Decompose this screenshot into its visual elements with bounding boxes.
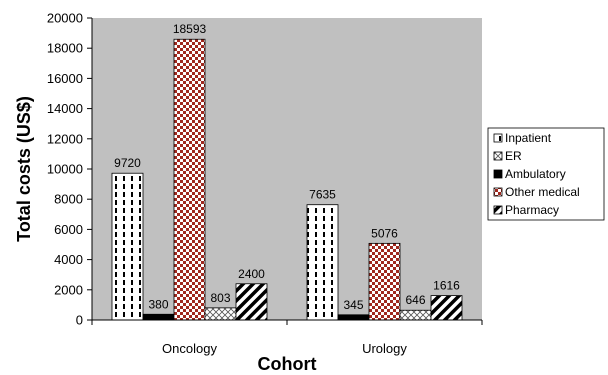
y-tick-label: 14000 (47, 101, 83, 116)
legend-label-pharmacy: Pharmacy (505, 203, 559, 217)
legend-box (487, 127, 605, 221)
y-tick-label: 16000 (47, 71, 83, 86)
y-tick-label: 4000 (54, 252, 83, 267)
bars: 9720 380 18593 803 2400 7635 345 5076 646 1616 (111, 22, 463, 321)
bar-oncology-pharmacy (235, 283, 268, 321)
bar-urology-pharmacy (430, 295, 463, 321)
bar-urology-other-medical (368, 242, 401, 321)
y-tick-label: 18000 (47, 41, 83, 56)
data-label-urology-inpatient: 7635 (309, 188, 336, 202)
data-label-oncology-ambulatory: 380 (148, 297, 168, 311)
legend-swatch-other-medical (493, 187, 503, 197)
bar-oncology-ambulatory (142, 313, 175, 321)
data-label-oncology-other-medical: 18593 (173, 22, 207, 36)
x-axis-title: Cohort (258, 354, 317, 374)
x-tick-label-urology: Urology (362, 341, 407, 356)
bar-oncology-other-medical (173, 38, 206, 321)
y-tick-label: 10000 (47, 162, 83, 177)
y-tick-label: 6000 (54, 222, 83, 237)
y-tick-label: 8000 (54, 192, 83, 207)
data-label-urology-ambulatory: 345 (343, 298, 363, 312)
plot-area (92, 18, 482, 320)
legend-swatch-inpatient (493, 133, 503, 143)
data-label-oncology-inpatient: 9720 (114, 156, 141, 170)
data-label-oncology-er: 803 (210, 291, 230, 305)
data-label-urology-er: 646 (405, 293, 425, 307)
legend-swatch-ambulatory (493, 169, 503, 179)
legend-label-ambulatory: Ambulatory (505, 167, 566, 181)
x-tick-label-oncology: Oncology (162, 341, 217, 356)
y-tick-label: 2000 (54, 282, 83, 297)
data-label-urology-other-medical: 5076 (371, 226, 398, 240)
bar-urology-inpatient (306, 204, 339, 321)
bar-oncology-er (204, 307, 237, 321)
y-tick-label: 12000 (47, 131, 83, 146)
bar-oncology-inpatient (111, 172, 144, 321)
bar-urology-ambulatory (337, 314, 370, 321)
bar-urology-er (399, 309, 432, 321)
y-tick-label: 0 (76, 313, 83, 328)
legend: Inpatient ER Ambulatory Other medical Pharma… (487, 127, 605, 221)
y-tick-label: 20000 (47, 11, 83, 26)
data-label-urology-pharmacy: 1616 (433, 279, 460, 293)
legend-label-inpatient: Inpatient (505, 131, 552, 145)
data-label-oncology-pharmacy: 2400 (238, 267, 265, 281)
legend-label-other-medical: Other medical (505, 185, 580, 199)
axes: 0 2000 4000 6000 8000 10000 12000 14000 16000 180… (47, 11, 483, 356)
legend-label-er: ER (505, 149, 522, 163)
y-axis-title: Total costs (US$) (14, 96, 34, 242)
legend-swatch-pharmacy (493, 205, 503, 215)
legend-swatch-er (493, 151, 503, 161)
